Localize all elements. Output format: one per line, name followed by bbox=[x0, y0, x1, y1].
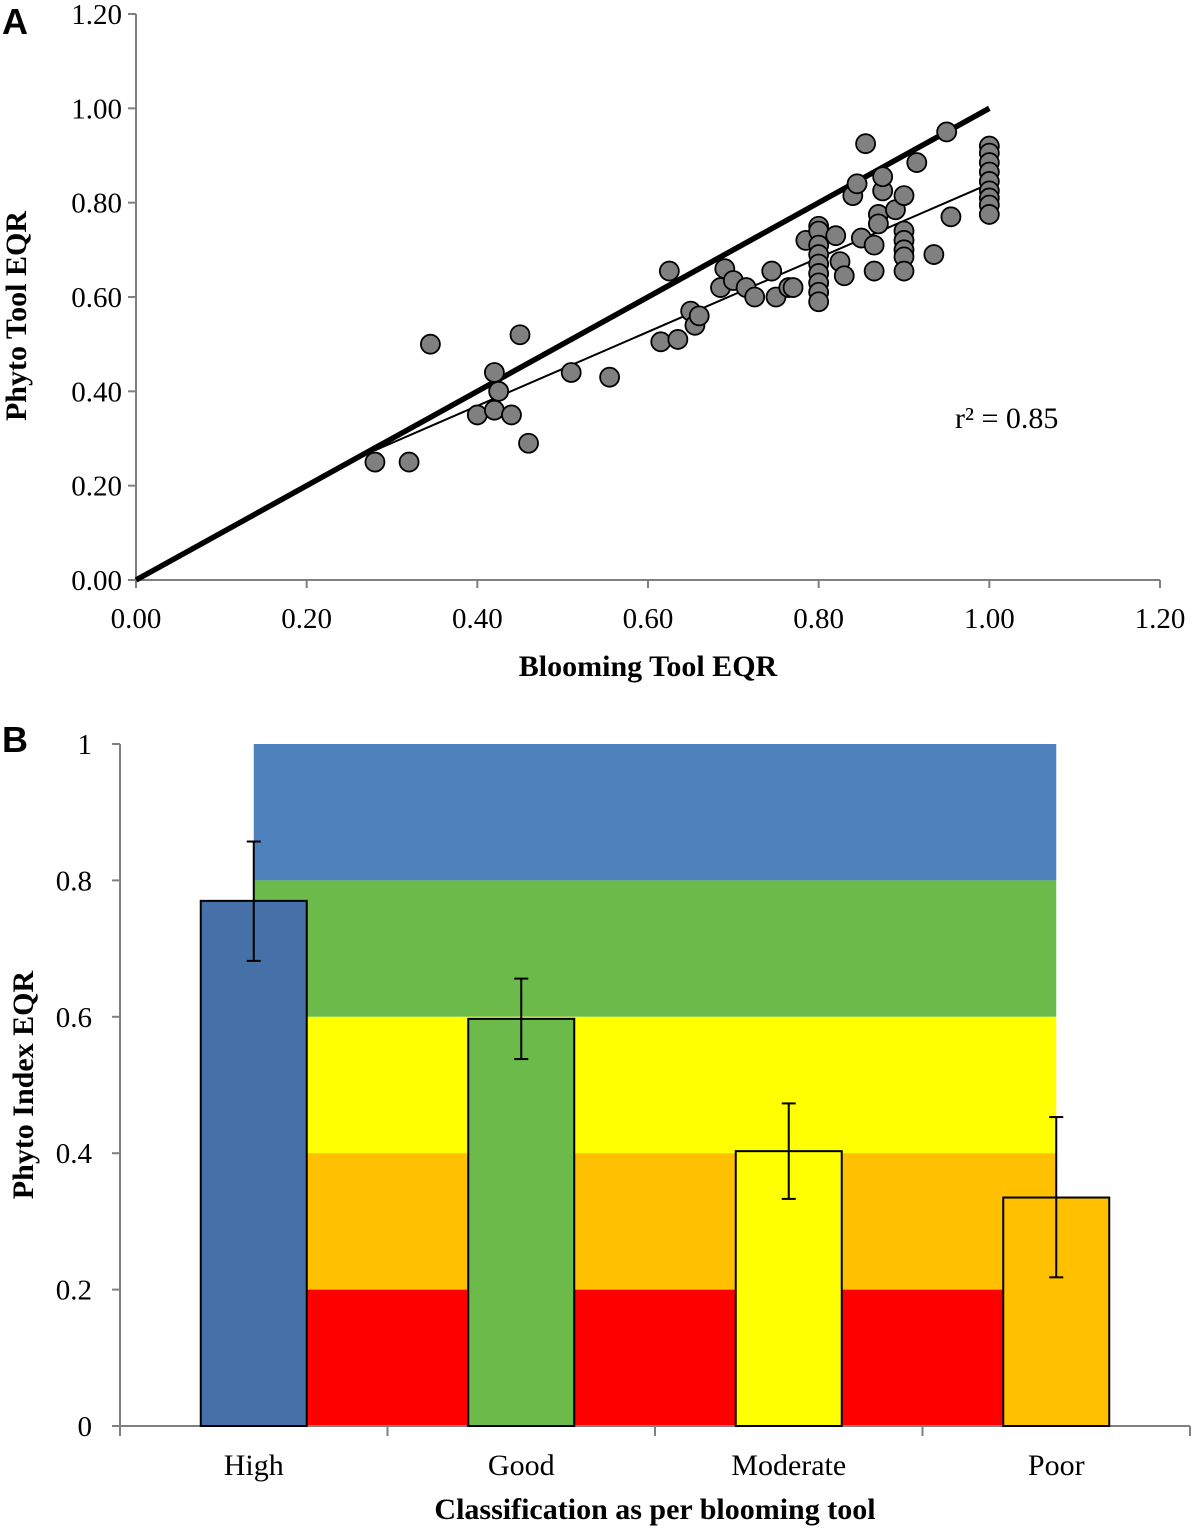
panel-b-label: B bbox=[2, 719, 28, 760]
scatter-point bbox=[364, 451, 386, 473]
scatter-point bbox=[906, 152, 928, 173]
panel-b-error-bars bbox=[246, 840, 1064, 1279]
panel-b-background-bands bbox=[253, 744, 1057, 1426]
panel-a-y-axis-title: Phyto Tool EQR bbox=[0, 211, 33, 421]
scatter-point bbox=[940, 206, 962, 228]
scatter-point bbox=[488, 380, 510, 402]
scatter-point bbox=[658, 260, 680, 282]
band-poor bbox=[253, 1153, 1057, 1290]
scatter-point bbox=[855, 133, 876, 155]
scatter-point bbox=[466, 404, 488, 426]
panel-b: B 0 0.2 0.4 0.6 0.8 1 High Good Moderate Poor Cl… bbox=[2, 719, 1191, 1526]
scatter-point bbox=[667, 329, 689, 350]
panel-b-bars bbox=[199, 899, 1111, 1428]
panel-b-y-tick-label: 1 bbox=[78, 729, 93, 761]
scatter-point bbox=[893, 185, 915, 206]
bar-moderate bbox=[734, 1150, 843, 1428]
scatter-point bbox=[398, 451, 420, 473]
panel-b-category-labels: High Good Moderate Poor bbox=[224, 1449, 1085, 1482]
panel-a-y-tick-label: 1.00 bbox=[71, 93, 122, 125]
panel-b-y-tick-label: 0 bbox=[78, 1411, 93, 1443]
category-label: High bbox=[224, 1449, 284, 1482]
band-high bbox=[253, 744, 1057, 881]
panel-a: A 0.000.200.400.600.801.001.200.00 0.20 0.… bbox=[0, 0, 1185, 683]
scatter-point bbox=[872, 166, 894, 188]
panel-b-y-axis-title: Phyto Index EQR bbox=[7, 970, 40, 1199]
scatter-point bbox=[419, 333, 441, 355]
panel-a-y-tick-label: 1.20 bbox=[71, 0, 122, 31]
category-label: Good bbox=[488, 1449, 555, 1482]
panel-b-y-tick-label: 0.8 bbox=[56, 865, 92, 897]
band-good bbox=[253, 880, 1057, 1017]
panel-b-y-tick-label: 0.2 bbox=[56, 1275, 92, 1307]
scatter-point bbox=[501, 404, 522, 426]
panel-a-label: A bbox=[2, 1, 28, 42]
panel-a-y-tick-label: 0.60 bbox=[71, 282, 122, 314]
scatter-point bbox=[599, 366, 620, 388]
scatter-point bbox=[846, 173, 868, 195]
panel-a-x-tick-label: 1.20 bbox=[1135, 603, 1186, 635]
scatter-point bbox=[509, 324, 531, 346]
scatter-point bbox=[518, 432, 539, 454]
panel-b-x-axis-title: Classification as per blooming tool bbox=[434, 1493, 875, 1526]
panel-a-y-tick-label: 0.80 bbox=[71, 188, 122, 220]
panel-a-x-tick-label: 0.20 bbox=[281, 603, 332, 635]
scatter-point bbox=[744, 286, 766, 308]
panel-a-x-tick-label: 0.40 bbox=[452, 603, 503, 635]
band-moderate bbox=[253, 1016, 1057, 1154]
panel-a-x-tick-label: 0.60 bbox=[623, 603, 674, 635]
panel-b-y-tick-label: 0.6 bbox=[56, 1002, 92, 1034]
scatter-point bbox=[483, 399, 505, 421]
panel-a-x-tick-label: 0.00 bbox=[111, 603, 162, 635]
panel-a-x-tick-label: 0.80 bbox=[793, 603, 844, 635]
panel-a-y-tick-label: 0.20 bbox=[71, 471, 122, 503]
scatter-point bbox=[650, 331, 672, 353]
scatter-point bbox=[808, 291, 830, 313]
scatter-point bbox=[833, 265, 855, 287]
panel-a-axes: 0.00 0.20 0.40 0.60 0.80 1.00 1.20 0.00 0.20 0.40… bbox=[71, 0, 1185, 635]
panel-a-x-tick-label: 1.00 bbox=[964, 603, 1015, 635]
panel-b-axes: 0 0.2 0.4 0.6 0.8 1 bbox=[56, 729, 1191, 1443]
bar-good bbox=[467, 1017, 576, 1427]
r-squared-annotation: r² = 0.85 bbox=[955, 402, 1058, 435]
scatter-point bbox=[782, 277, 804, 298]
panel-a-y-tick-label: 0.40 bbox=[71, 376, 122, 408]
panel-a-x-axis-title: Blooming Tool EQR bbox=[519, 650, 778, 683]
scatter-point bbox=[868, 213, 889, 235]
scatter-point bbox=[863, 234, 885, 256]
panel-a-points bbox=[364, 121, 1000, 473]
scatter-point bbox=[923, 244, 945, 265]
panel-a-y-tick-label: 0.00 bbox=[71, 565, 122, 597]
band-bad bbox=[253, 1289, 1057, 1426]
scatter-point bbox=[825, 225, 847, 247]
scatter-point bbox=[936, 121, 958, 143]
panel-b-y-tick-label: 0.4 bbox=[56, 1138, 93, 1170]
scatter-point bbox=[688, 305, 710, 327]
scatter-point bbox=[560, 362, 582, 383]
scatter-point bbox=[893, 260, 915, 282]
scatter-point bbox=[978, 204, 1000, 225]
scatter-point bbox=[483, 362, 505, 383]
category-label: Poor bbox=[1028, 1449, 1085, 1482]
scatter-point bbox=[863, 260, 885, 282]
category-label: Moderate bbox=[731, 1449, 846, 1482]
bar-high bbox=[199, 899, 308, 1427]
scatter-point bbox=[761, 260, 783, 282]
